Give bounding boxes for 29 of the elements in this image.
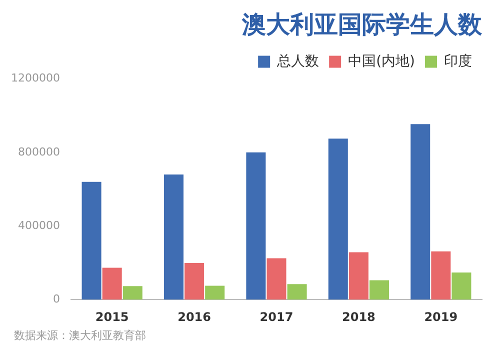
bar [122, 286, 142, 300]
bar [431, 251, 451, 300]
x-tick-label: 2019 [424, 310, 458, 324]
y-tick-label: 1200000 [10, 72, 60, 85]
legend-label: 印度 [444, 53, 472, 70]
x-tick-label: 2018 [342, 310, 376, 324]
x-tick-label: 2017 [260, 310, 294, 324]
y-tick-label: 400000 [18, 218, 60, 232]
chart-title: 澳大利亚国际学生人数 [241, 10, 483, 39]
y-tick-label: 0 [52, 292, 60, 306]
x-tick-label: 2016 [178, 310, 211, 324]
bar [287, 284, 307, 300]
bar [348, 252, 368, 300]
bar [164, 174, 184, 300]
bar [205, 286, 225, 300]
bar [82, 182, 102, 300]
y-tick-label: 800000 [18, 145, 60, 158]
legend-label: 中国(内地) [348, 53, 416, 70]
bar [369, 280, 390, 300]
bar [410, 124, 430, 300]
bar [266, 258, 286, 300]
legend-label: 总人数 [276, 53, 320, 70]
bar [184, 262, 204, 300]
bar [246, 152, 266, 300]
bar [102, 268, 122, 300]
source-note: 数据来源：澳大利亚教育部 [14, 328, 147, 343]
bar [452, 272, 472, 300]
bar [328, 138, 348, 300]
x-tick-label: 2015 [95, 310, 129, 324]
